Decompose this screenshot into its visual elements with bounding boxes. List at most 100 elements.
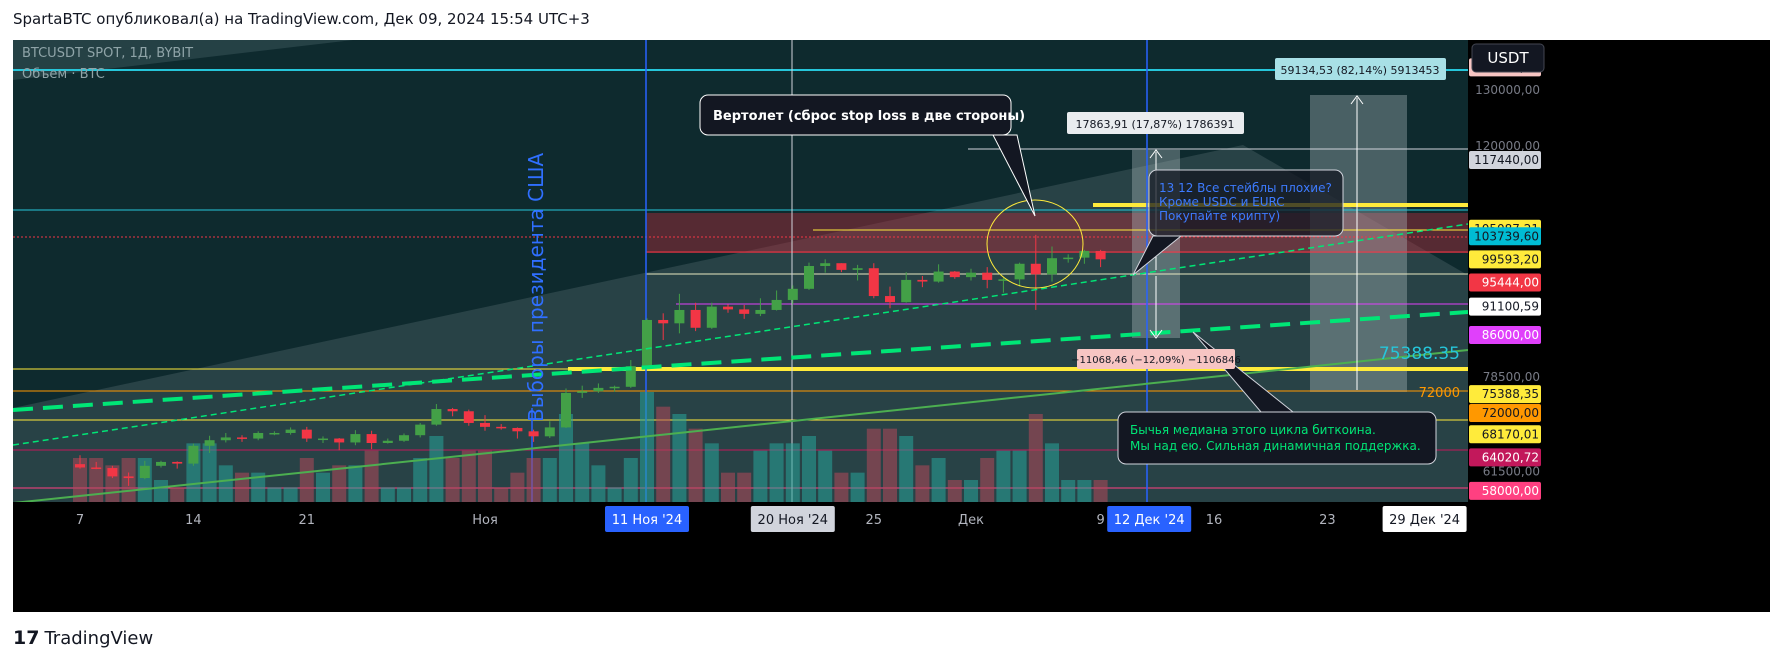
time-tick-label: 7 xyxy=(76,513,84,528)
candle-body xyxy=(820,263,831,266)
candle-body xyxy=(1063,257,1074,260)
candle-body xyxy=(75,464,85,468)
volume-bar xyxy=(818,450,833,502)
volume-bar xyxy=(1061,480,1076,502)
candle-body xyxy=(496,426,507,429)
candle-body xyxy=(739,309,750,314)
candle-body xyxy=(334,438,345,443)
volume-bar xyxy=(380,487,395,502)
price-label-text: 103739,60 xyxy=(1474,229,1539,243)
time-marker-box xyxy=(605,506,689,532)
candle-body xyxy=(949,271,960,278)
volume-bar xyxy=(494,487,509,502)
volume-bar xyxy=(332,465,347,502)
candle-body xyxy=(382,440,393,443)
range-down-arrowhead xyxy=(1149,329,1163,339)
helicopter-callout-box xyxy=(699,94,1012,136)
volume-bar xyxy=(1077,480,1092,502)
time-marker-box xyxy=(750,506,835,532)
candle-body xyxy=(237,437,247,439)
volume-bar xyxy=(316,472,330,502)
price-label-text: 117440,00 xyxy=(1474,153,1539,167)
time-tick-label: 16 xyxy=(1206,513,1223,528)
candle-body xyxy=(609,386,620,389)
price-label-text: 86000,00 xyxy=(1482,328,1539,342)
range-up-label: 17863,91 (17,87%) 1786391 xyxy=(1067,112,1244,134)
helicopter-ellipse xyxy=(986,199,1084,289)
helicopter-callout-text: Вертолет (сброс stop loss в две стороны) xyxy=(713,109,1025,124)
trend-lines-layer xyxy=(13,95,1469,504)
volume-bar xyxy=(89,458,104,502)
currency-button[interactable]: USDT xyxy=(1471,43,1545,73)
time-axis[interactable] xyxy=(13,502,1468,612)
candle-body xyxy=(868,268,879,297)
time-marker-text: 29 Дек '24 xyxy=(1389,513,1460,528)
time-marker: 20 Ноя '24 xyxy=(750,506,835,532)
median-trendline-dashed-thin xyxy=(13,223,1469,446)
chart-frame[interactable]: BTCUSDT SPOT, 1Д, BYBIT Объем · BTC Выбо… xyxy=(13,40,1770,612)
publish-caption: SpartaBTC опубликовал(а) на TradingView.… xyxy=(13,10,590,28)
candle-body xyxy=(139,465,150,479)
volume-bar xyxy=(623,458,638,502)
volume-bar xyxy=(235,472,249,502)
candle-body xyxy=(431,409,442,425)
candle-body xyxy=(528,431,539,437)
price-label: 86000,00 xyxy=(1469,326,1541,345)
candle-body xyxy=(901,279,912,303)
price-label: 91100,59 xyxy=(1469,297,1541,316)
time-marker: 29 Дек '24 xyxy=(1382,506,1467,532)
volume-bar xyxy=(915,465,930,502)
time-tick-label: 21 xyxy=(299,513,316,528)
candle-body xyxy=(463,411,474,423)
stables-line-1: 13 12 Все стейблы плохие? xyxy=(1159,181,1332,195)
price-label: 99593,20 xyxy=(1469,250,1541,269)
volume-bar xyxy=(251,472,266,502)
time-tick-label: 14 xyxy=(185,513,202,528)
price-label-box xyxy=(1469,385,1541,404)
volume-bar xyxy=(1012,450,1027,502)
price-label: 103739,60 xyxy=(1469,227,1541,246)
price-axis[interactable] xyxy=(1468,40,1770,612)
candle-body xyxy=(447,409,458,412)
price-label-text: 58000,00 xyxy=(1482,484,1539,498)
symbol-line: BTCUSDT SPOT, 1Д, BYBIT xyxy=(22,46,193,61)
candle-body xyxy=(253,432,264,439)
currency-label[interactable]: USDT xyxy=(1487,49,1529,67)
candles-layer xyxy=(75,234,1106,486)
price-label-box xyxy=(1469,227,1541,246)
candle-body xyxy=(917,279,928,282)
price-label-box xyxy=(1469,297,1541,316)
candle-body xyxy=(123,476,134,479)
price-label: 64020,72 xyxy=(1469,448,1541,467)
volume-line: Объем · BTC xyxy=(22,67,105,82)
time-tick-label: 25 xyxy=(866,513,883,528)
median-trendline-solid xyxy=(13,349,1469,504)
volume-bar xyxy=(866,428,881,502)
candle-body xyxy=(220,437,231,441)
volume-bar xyxy=(202,443,217,502)
range-down-label-box xyxy=(1077,349,1235,369)
median-trendline-dashed-thick xyxy=(13,310,1469,412)
volume-bar xyxy=(1093,480,1108,502)
volume-bar xyxy=(899,436,914,502)
candle-body xyxy=(982,272,993,280)
time-tick-label: Ноя xyxy=(472,513,498,528)
candle-body xyxy=(366,434,377,443)
candle-body xyxy=(1079,250,1090,258)
price-tick-label: 130000,00 xyxy=(1475,83,1540,97)
price-chart[interactable]: BTCUSDT SPOT, 1Д, BYBIT Объем · BTC Выбо… xyxy=(13,40,1770,612)
candle-body xyxy=(204,440,215,446)
candle-body xyxy=(885,296,895,303)
volume-bar xyxy=(591,465,606,502)
currency-button-box[interactable] xyxy=(1471,43,1545,73)
price-label-box xyxy=(1469,425,1541,444)
stables-line-3: Покупайте крипту) xyxy=(1159,209,1280,223)
price-tick-label: 120000,00 xyxy=(1475,139,1540,153)
level-75-label: 75388.35 xyxy=(1379,344,1460,364)
price-label-text: 72000,00 xyxy=(1482,406,1539,420)
candle-body xyxy=(771,299,782,310)
price-label: 58000,00 xyxy=(1469,481,1541,500)
time-marker-text: 11 Ноя '24 xyxy=(612,513,682,528)
volume-bar xyxy=(931,458,946,502)
volume-bar xyxy=(154,480,168,502)
